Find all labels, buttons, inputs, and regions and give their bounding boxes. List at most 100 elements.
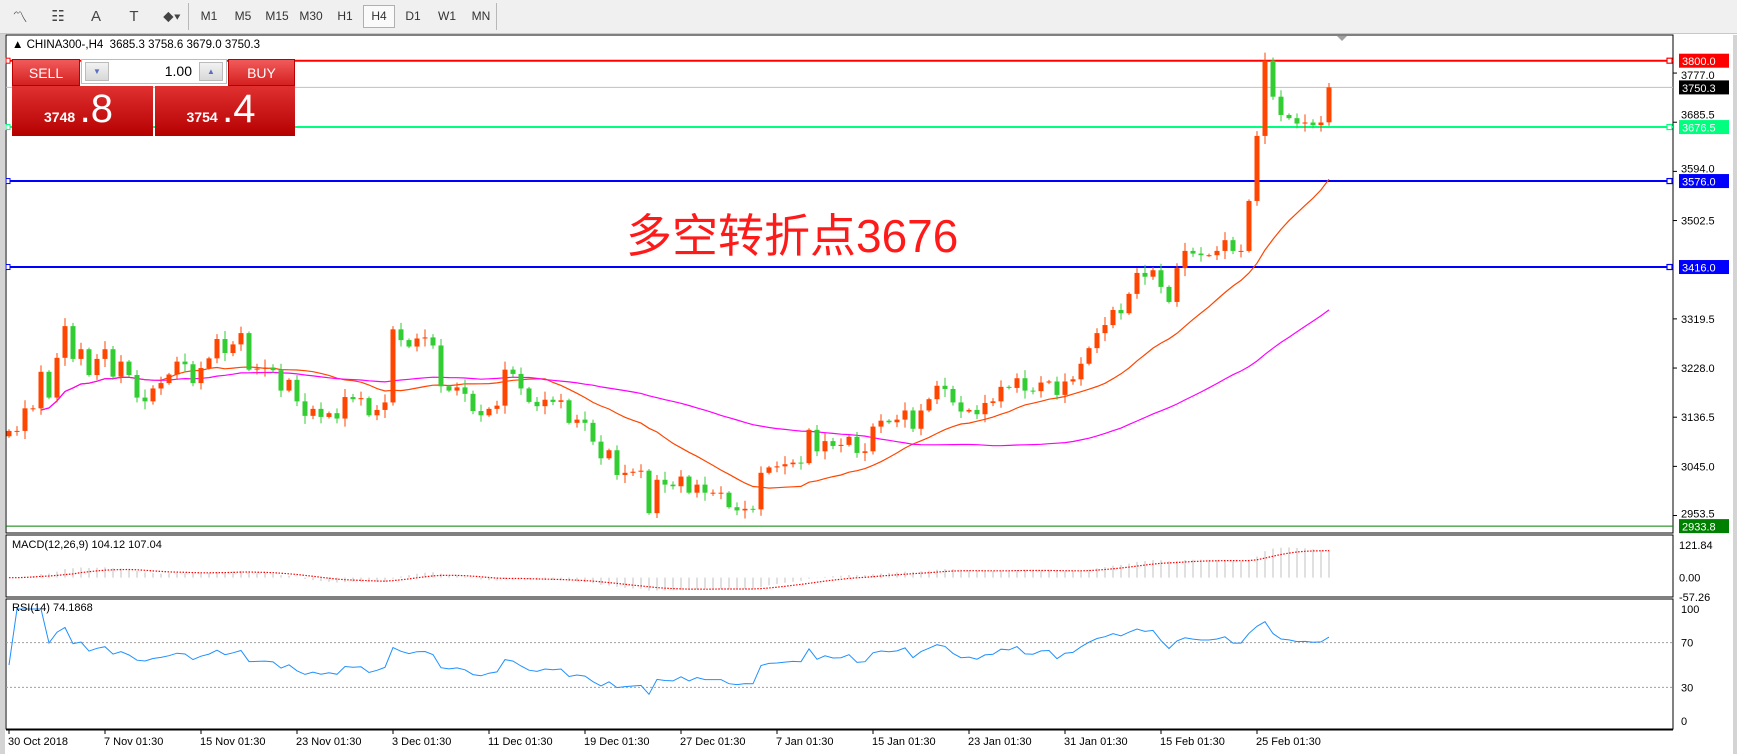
bullish-candle bbox=[326, 413, 332, 417]
lot-decrease-button[interactable]: ▼ bbox=[85, 62, 109, 81]
time-axis-label: 27 Dec 01:30 bbox=[680, 736, 745, 748]
bearish-candle bbox=[670, 484, 676, 487]
bullish-candle bbox=[1174, 268, 1180, 302]
bullish-candle bbox=[150, 388, 156, 402]
bearish-candle bbox=[190, 364, 196, 384]
collapse-triangle-icon[interactable]: ▲ bbox=[12, 39, 27, 51]
bearish-candle bbox=[534, 401, 540, 407]
bearish-candle bbox=[566, 400, 572, 423]
macd-tick-label: 0.00 bbox=[1679, 573, 1700, 585]
bullish-candle bbox=[38, 371, 44, 409]
bullish-candle bbox=[1038, 382, 1044, 392]
level-price-badge bbox=[1679, 53, 1729, 68]
bullish-candle bbox=[166, 374, 172, 384]
text-label-icon[interactable]: T bbox=[129, 7, 139, 25]
bearish-candle bbox=[590, 422, 596, 442]
toolbar: 〽 ☷ A T ⬥▾ M1 M5 M15 M30 H1 H4 D1 W1 MN bbox=[0, 0, 1737, 34]
rsi-title: RSI(14) 74.1868 bbox=[12, 602, 93, 614]
indicators-icon[interactable]: 〽 bbox=[12, 8, 28, 26]
bearish-candle bbox=[1158, 270, 1164, 287]
bullish-candle bbox=[1326, 87, 1332, 123]
sell-price-button[interactable]: 3748 .8 bbox=[12, 86, 153, 136]
timeframe-d1[interactable]: D1 bbox=[405, 9, 421, 23]
bullish-candle bbox=[1014, 378, 1020, 388]
timeframe-m1[interactable]: M1 bbox=[200, 9, 218, 23]
lot-increase-button[interactable]: ▲ bbox=[199, 62, 223, 81]
bullish-candle bbox=[870, 426, 876, 452]
bearish-candle bbox=[470, 393, 476, 412]
bearish-candle bbox=[46, 371, 52, 398]
bearish-candle bbox=[222, 339, 228, 353]
timeframe-w1[interactable]: W1 bbox=[438, 9, 456, 23]
bullish-candle bbox=[622, 472, 628, 475]
bearish-candle bbox=[702, 484, 708, 493]
bearish-candle bbox=[510, 369, 516, 374]
level-handle bbox=[1666, 123, 1673, 131]
bearish-candle bbox=[830, 441, 836, 446]
bearish-candle bbox=[598, 441, 604, 459]
bearish-candle bbox=[350, 397, 356, 400]
bullish-candle bbox=[502, 369, 508, 406]
timeframe-h1[interactable]: H1 bbox=[337, 9, 353, 23]
macd-tick-label: -57.26 bbox=[1679, 592, 1710, 604]
periodicity-icon[interactable]: ☷ bbox=[51, 8, 65, 25]
rsi-tick-label: 0 bbox=[1681, 716, 1687, 728]
timeframe-m30[interactable]: M30 bbox=[299, 9, 323, 23]
bullish-candle bbox=[6, 430, 12, 437]
bearish-candle bbox=[126, 361, 132, 376]
bullish-candle bbox=[374, 409, 380, 416]
time-axis-label: 31 Jan 01:30 bbox=[1064, 736, 1128, 748]
bullish-candle bbox=[766, 467, 772, 473]
bullish-candle bbox=[1134, 272, 1140, 294]
time-axis-label: 11 Dec 01:30 bbox=[488, 736, 553, 748]
bullish-candle bbox=[846, 436, 852, 445]
arrows-icon[interactable]: ⬥▾ bbox=[163, 7, 181, 25]
window-right-border bbox=[1733, 35, 1737, 754]
bullish-candle bbox=[206, 358, 212, 369]
bearish-candle bbox=[142, 397, 148, 402]
rsi-tick-label: 30 bbox=[1681, 682, 1693, 694]
bearish-candle bbox=[1198, 253, 1204, 256]
text-icon[interactable]: A bbox=[90, 7, 101, 25]
timeframe-h4[interactable]: H4 bbox=[363, 5, 395, 28]
bullish-candle bbox=[926, 399, 932, 411]
bullish-candle bbox=[1094, 333, 1100, 349]
bearish-candle bbox=[1230, 240, 1236, 251]
toolbar-separator bbox=[496, 3, 497, 30]
level-price-label: 3416.0 bbox=[1682, 263, 1716, 275]
bearish-candle bbox=[814, 429, 820, 452]
ohlc-high: 3758.6 bbox=[148, 39, 184, 51]
lot-size-value[interactable]: 1.00 bbox=[164, 63, 192, 79]
level-handle bbox=[1666, 57, 1673, 64]
bullish-candle bbox=[1318, 122, 1324, 126]
bearish-candle bbox=[854, 436, 860, 453]
buy-button[interactable]: BUY bbox=[228, 59, 295, 86]
bullish-candle bbox=[542, 399, 548, 407]
bullish-candle bbox=[934, 385, 940, 400]
bearish-candle bbox=[886, 420, 892, 423]
bearish-candle bbox=[942, 385, 948, 389]
bullish-candle bbox=[822, 441, 828, 452]
bullish-candle bbox=[286, 379, 292, 391]
bearish-candle bbox=[662, 479, 668, 485]
bullish-candle bbox=[1070, 379, 1076, 382]
sell-button[interactable]: SELL bbox=[12, 59, 80, 86]
timeframe-mn[interactable]: MN bbox=[471, 9, 491, 23]
time-axis-label: 25 Feb 01:30 bbox=[1256, 736, 1321, 748]
time-axis-label: 3 Dec 01:30 bbox=[392, 736, 451, 748]
bullish-candle bbox=[454, 387, 460, 391]
bearish-candle bbox=[438, 345, 444, 387]
buy-price-button[interactable]: 3754 .4 bbox=[155, 86, 295, 136]
bullish-candle bbox=[158, 383, 164, 389]
price-tick-label: 3777.0 bbox=[1681, 70, 1715, 82]
bearish-candle bbox=[1286, 114, 1292, 119]
bearish-candle bbox=[70, 326, 76, 359]
bearish-candle bbox=[798, 462, 804, 464]
lot-size-field[interactable]: ▼ 1.00 ▲ bbox=[81, 59, 227, 84]
bullish-candle bbox=[486, 408, 492, 416]
timeframe-m5[interactable]: M5 bbox=[234, 9, 252, 23]
timeframe-m15[interactable]: M15 bbox=[265, 9, 289, 23]
macd-title: MACD(12,26,9) 104.12 107.04 bbox=[12, 539, 162, 551]
bullish-candle bbox=[174, 361, 180, 375]
